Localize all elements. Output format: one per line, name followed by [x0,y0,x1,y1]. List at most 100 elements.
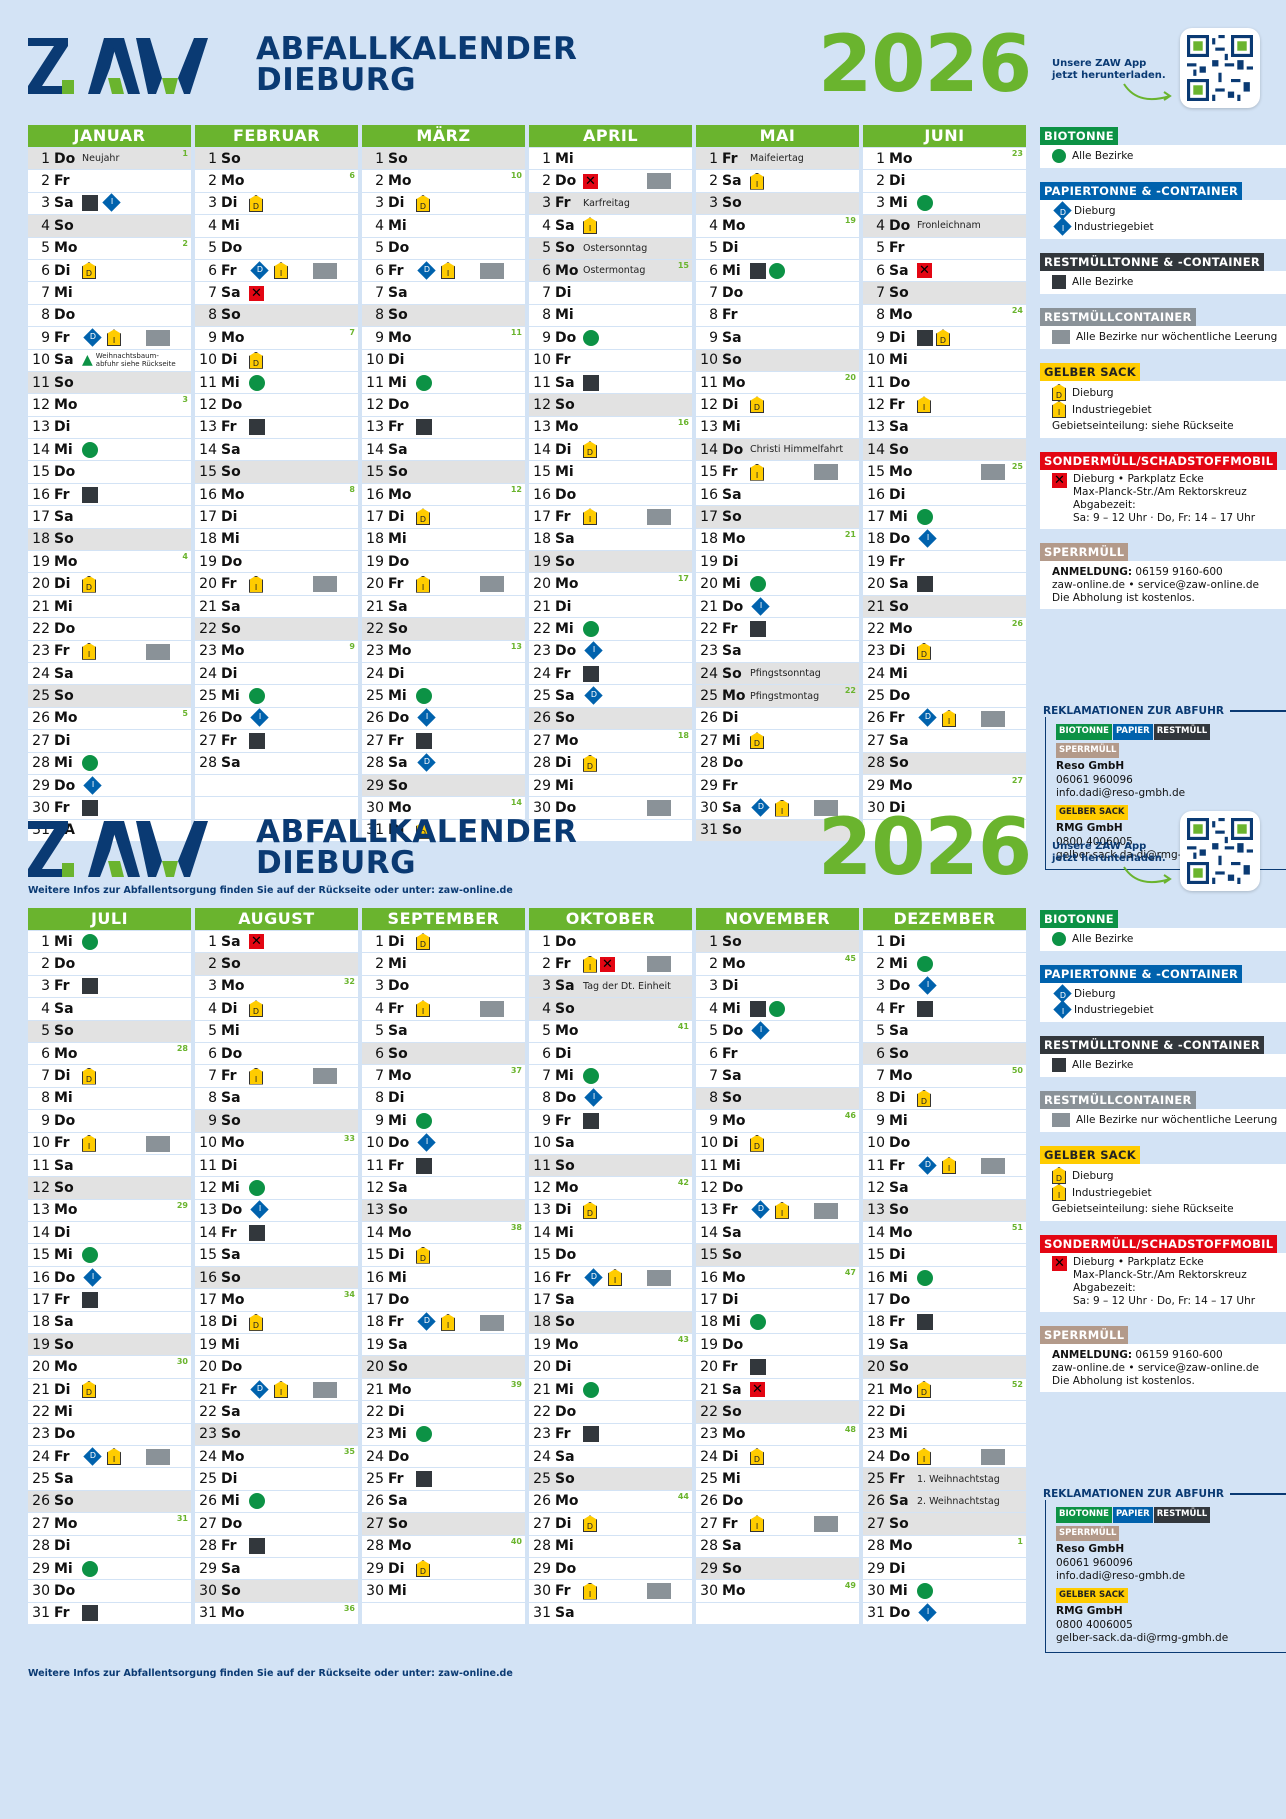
phone-rmg[interactable]: 0800 4006005 [1056,1618,1133,1631]
phone-reso[interactable]: 06061 960096 [1056,773,1133,786]
day-number: 21 [32,1381,50,1398]
day-row: 29 Mi [28,1557,191,1581]
sperr-contact-links[interactable]: zaw-online.de • service@zaw-online.de [1052,1362,1259,1374]
day-row: 16 Mo 8 [195,483,358,507]
day-row: 25 Di [195,1468,358,1491]
restmuell-icon [583,665,599,682]
weekday: Di [555,441,572,458]
weekday: Sa [221,1403,241,1420]
day-row: 23 So [195,1423,358,1446]
pickup-icons [917,508,933,525]
pickup-icons [416,688,432,705]
weekday: Di [555,598,572,615]
weekday: Mo [221,1605,245,1622]
day-row: 30 Mo 49 [696,1580,859,1603]
day-number: 22 [867,620,885,637]
day-row: 1 Mi [529,148,692,171]
restmuell-icon [917,576,933,593]
pickup-icons [917,1269,933,1286]
weekday: Fr [388,262,404,279]
day-row: 23 Mo 48 [696,1423,859,1446]
day-number: 23 [366,1426,384,1443]
day-row: 1 So [696,931,859,954]
email-reso[interactable]: info.dadi@reso-gmbh.de [1056,1570,1186,1582]
day-number: 15 [32,464,50,481]
day-number: 8 [208,307,217,324]
gelber-sack-industrie-icon: I [107,329,121,347]
weekday: Do [54,150,76,167]
weekday: So [889,755,909,772]
day-number: 5 [208,1023,217,1040]
day-row: 5 Mo 2 [28,237,191,260]
phone-rmg[interactable]: 0800 4006005 [1056,835,1133,848]
day-row: 24 Fr D I [28,1445,191,1469]
biotonne-icon [769,262,785,279]
weekday: So [722,1560,742,1577]
weekday: Fr [388,732,404,749]
month-header: FEBRUAR [195,125,358,147]
day-row: 30 Fr I [529,1580,692,1603]
day-row: 12 So [529,394,692,417]
weekday: Mo [54,1045,78,1062]
weekday: Fr [555,1426,571,1443]
day-number: 6 [709,1045,718,1062]
tree-note: Weihnachtsbaum-abfuhr siehe Rückseite [95,352,176,369]
weekday: Mi [54,755,73,772]
weekday: Mo [889,620,913,637]
gelber-sack-industrie-icon: I [1052,1184,1066,1201]
weekday: Sa [889,732,909,749]
week-number: 43 [677,1335,689,1345]
day-row: 16 Mo 47 [696,1266,859,1290]
gelber-sack-dieburg-icon: D [917,1381,931,1398]
weekday: Fr [722,1045,738,1062]
day-row: 29 Do I [28,774,191,798]
sondermuell-icon: ✕ [249,934,264,950]
months-grid: JULI 1 Mi 2 Do 3 Fr 4 Sa 5 So 6 Mo 28 7 Di D 8 Mi 9 Do 10 Fr I 1… [28,908,1026,1626]
qr-code-icon[interactable] [1180,811,1260,891]
day-number: 12 [700,396,718,413]
email-rmg[interactable]: gelber-sack.da-di@rmg-gmbh.de [1056,1632,1229,1644]
weekday: Mi [388,217,407,234]
phone-reso[interactable]: 06061 960096 [1056,1556,1133,1569]
month-header: NOVEMBER [696,908,859,930]
weekday: Mo [221,329,245,346]
holiday-name: Maifeiertag [750,153,804,165]
email-reso[interactable]: info.dadi@reso-gmbh.de [1056,787,1186,799]
day-row: 11 Sa [28,1154,191,1178]
weekday: Di [54,419,71,436]
weekday: So [722,195,742,212]
month-header: SEPTEMBER [362,908,525,930]
sperr-phone-link[interactable]: 06159 9160-600 [1135,1349,1223,1361]
weekday: Fr [54,173,70,190]
day-row: 30 Mi [863,1580,1026,1603]
day-row: 21 Do I [696,595,859,619]
papier-industrie-icon: I [1052,1002,1074,1018]
pickup-icons: I [249,1202,271,1218]
day-number: 12 [199,1179,217,1196]
day-row: 8 So [195,304,358,328]
weekday: Sa [555,217,575,234]
day-number: 18 [533,1314,551,1331]
papier-industrie-icon: I [750,1023,772,1039]
sperr-phone-link[interactable]: 06159 9160-600 [1135,566,1223,578]
weekday: Fr [221,1224,237,1241]
sperr-contact-links[interactable]: zaw-online.de • service@zaw-online.de [1052,579,1259,591]
legend-label: Alle Bezirke [1072,276,1134,288]
weekday: Mo [722,1426,746,1443]
holiday-name: Ostersonntag [583,242,648,254]
qr-code-icon[interactable] [1180,28,1260,108]
weekday: Fr [221,576,237,593]
weekday: Do [555,933,577,950]
day-row: 10 Sa ▲ Weihnachtsbaum-abfuhr siehe Rücksei… [28,349,191,372]
weekday: Mo [555,1179,579,1196]
day-row: 29 Mi [529,774,692,798]
week-number: 50 [1011,1066,1023,1076]
day-number: 22 [366,1403,384,1420]
weekday: Sa [388,1179,408,1196]
legend-label: Dieburg [1074,205,1116,217]
container-icon [313,1068,337,1085]
weekday: So [388,1202,408,1219]
day-number: 30 [533,800,551,817]
weekday: So [722,822,742,839]
